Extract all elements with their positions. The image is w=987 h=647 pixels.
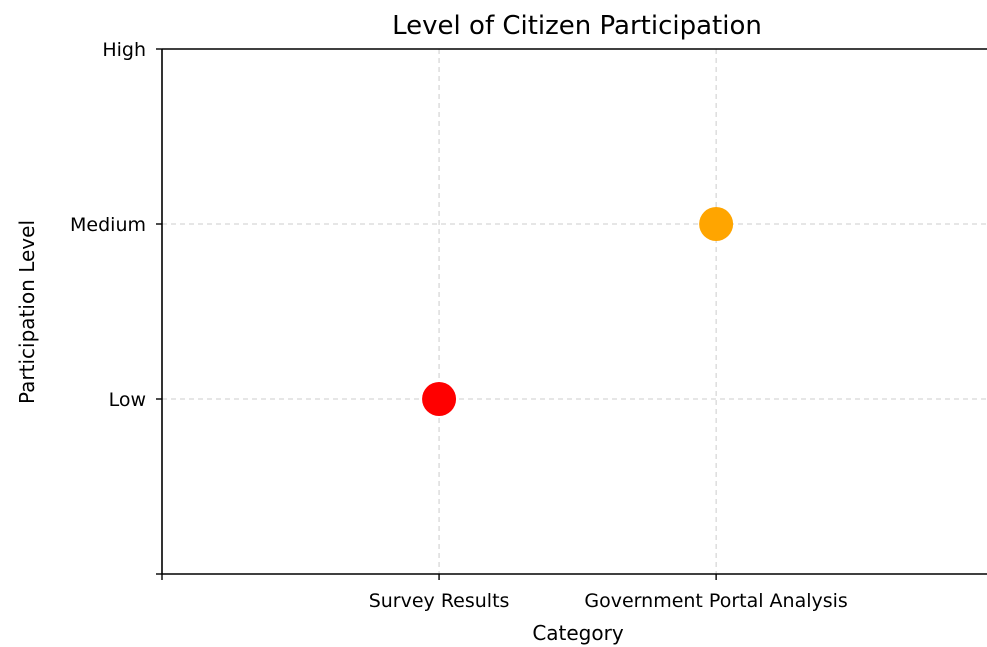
- x-axis-label: Category: [532, 621, 624, 645]
- y-tick-label: Low: [109, 389, 146, 411]
- axes: [161, 48, 987, 575]
- y-tick-label: High: [102, 39, 146, 61]
- y-tick-label: Medium: [70, 214, 146, 236]
- grid: [162, 49, 987, 574]
- data-point: [699, 207, 734, 241]
- x-tick-label: Survey Results: [369, 590, 510, 612]
- chart-title: Level of Citizen Participation: [392, 11, 762, 41]
- ticks: Survey Results Government Portal Analysis…: [70, 39, 848, 612]
- data-point: [422, 382, 457, 416]
- data-points: [422, 207, 734, 416]
- y-axis-label: Participation Level: [15, 220, 39, 404]
- x-tick-label: Government Portal Analysis: [584, 590, 847, 612]
